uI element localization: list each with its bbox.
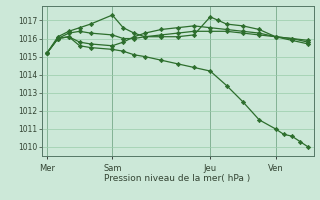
X-axis label: Pression niveau de la mer( hPa ): Pression niveau de la mer( hPa ) — [104, 174, 251, 183]
